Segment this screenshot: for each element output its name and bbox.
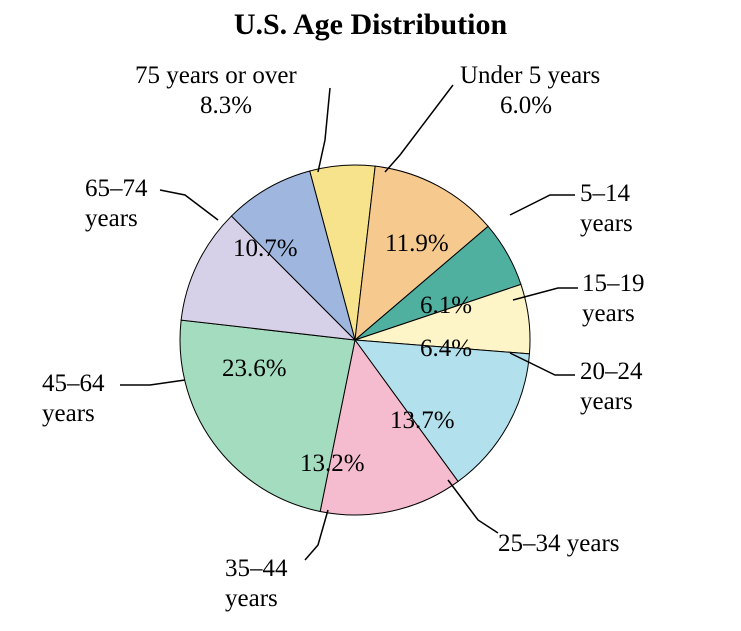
label2-45_64: years bbox=[42, 400, 95, 428]
label-15_19: 15–19 bbox=[582, 270, 645, 298]
pct-label-5_14: 11.9% bbox=[385, 230, 449, 258]
leader-25_34 bbox=[448, 480, 498, 533]
label-25_34: 25–34 years bbox=[498, 530, 620, 558]
pct-label-25_34: 13.7% bbox=[390, 407, 455, 435]
label2-under5: 6.0% bbox=[500, 92, 552, 120]
pct-label-65_74: 10.7% bbox=[233, 235, 298, 263]
label2-20_24: years bbox=[580, 388, 633, 416]
leader-under5 bbox=[385, 85, 453, 172]
leader-5_14 bbox=[510, 195, 575, 215]
label-75_over: 75 years or over bbox=[135, 62, 297, 90]
leader-35_44 bbox=[305, 510, 328, 560]
label2-65_74: years bbox=[85, 205, 138, 233]
label-5_14: 5–14 bbox=[580, 180, 630, 208]
label2-75_over: 8.3% bbox=[200, 92, 252, 120]
pct-label-35_44: 13.2% bbox=[300, 450, 365, 478]
leader-75_over bbox=[318, 88, 330, 172]
label-45_64: 45–64 bbox=[42, 370, 105, 398]
label2-15_19: years bbox=[582, 300, 635, 328]
label-20_24: 20–24 bbox=[580, 358, 643, 386]
label2-5_14: years bbox=[580, 210, 633, 238]
pct-label-15_19: 6.1% bbox=[420, 292, 472, 320]
label-65_74: 65–74 bbox=[85, 175, 148, 203]
pct-label-45_64: 23.6% bbox=[222, 355, 287, 383]
label-35_44: 35–44 bbox=[225, 555, 288, 583]
leader-45_64 bbox=[120, 380, 185, 385]
chart-title: U.S. Age Distribution bbox=[0, 8, 741, 42]
leader-65_74 bbox=[160, 190, 218, 220]
label2-35_44: years bbox=[225, 585, 278, 613]
label-under5: Under 5 years bbox=[460, 62, 600, 90]
pct-label-20_24: 6.4% bbox=[420, 335, 472, 363]
